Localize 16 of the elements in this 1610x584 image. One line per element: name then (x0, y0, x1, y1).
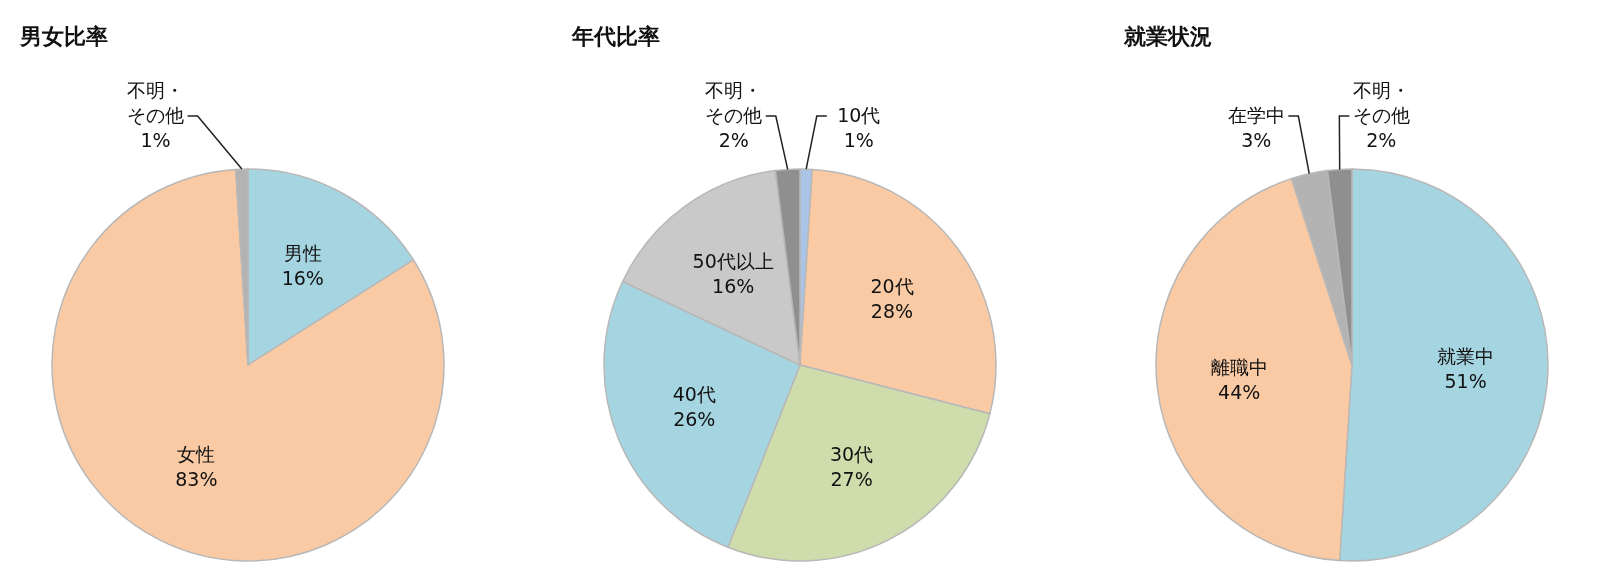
title: 年代比率 (572, 24, 660, 49)
label: 10代 1% (837, 104, 881, 151)
label: 不明・その他 2% (705, 79, 763, 151)
label: 50代以上 16% (692, 249, 774, 297)
label: 男性 16% (281, 241, 324, 289)
label: 離職中 44% (1210, 355, 1268, 403)
label: 女性 83% (175, 442, 218, 490)
label: 30代 27% (830, 442, 874, 490)
label: 20代 28% (870, 274, 914, 322)
label: 不明・その他 2% (1352, 79, 1410, 151)
title: 就業状況 (1124, 24, 1212, 49)
label: 在学中 3% (1227, 104, 1285, 151)
label: 40代 26% (672, 383, 716, 431)
label: 就業中 51% (1437, 345, 1495, 393)
label: 不明・その他 1% (127, 79, 185, 151)
title: 男女比率 (20, 24, 108, 49)
